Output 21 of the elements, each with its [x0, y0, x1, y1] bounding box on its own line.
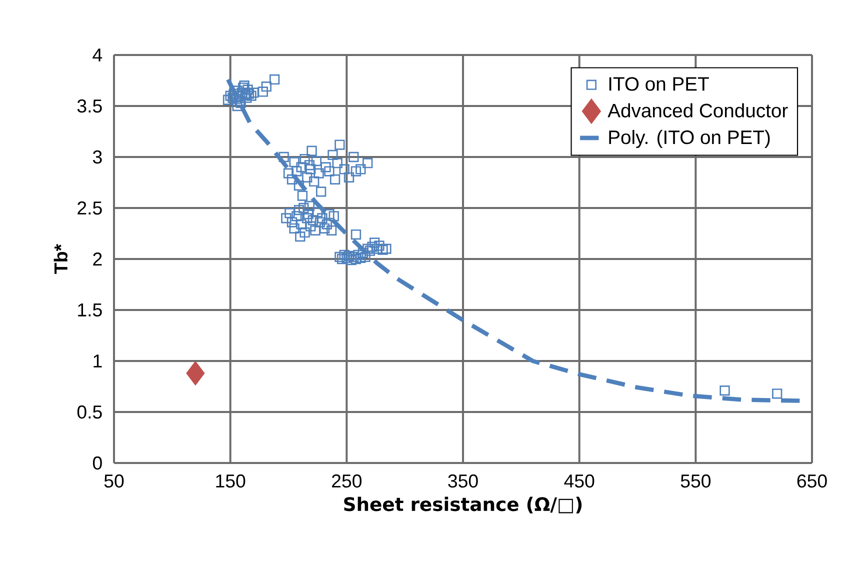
- x-axis-title: Sheet resistance (Ω/□): [344, 496, 582, 514]
- y-tick-label: 0: [92, 456, 102, 470]
- x-tick-label: 150: [216, 474, 246, 488]
- y-tick-label: 1: [94, 354, 102, 368]
- x-tick-label: 650: [797, 474, 827, 488]
- x-tick-label: 50: [104, 474, 124, 488]
- y-tick-label: 4: [92, 48, 102, 62]
- x-tick-label: 250: [332, 474, 362, 488]
- y-tick-label: 3: [92, 150, 102, 164]
- legend-label: Advanced Conductor: [608, 103, 788, 118]
- y-tick-label: 2: [93, 252, 102, 266]
- y-tick-label: 2.5: [78, 201, 102, 215]
- legend-label: Poly. (ITO on PET): [609, 130, 770, 148]
- x-tick-label: 550: [680, 474, 711, 488]
- x-tick-label: 450: [564, 474, 594, 488]
- y-tick-label: 0.5: [77, 405, 102, 419]
- x-tick-label: 350: [448, 474, 478, 488]
- legend-label: ITO on PET: [609, 77, 709, 91]
- y-tick-label: 3.5: [77, 99, 102, 113]
- y-tick-label: 1.5: [78, 303, 102, 317]
- y-axis-title: Tb*: [54, 244, 68, 274]
